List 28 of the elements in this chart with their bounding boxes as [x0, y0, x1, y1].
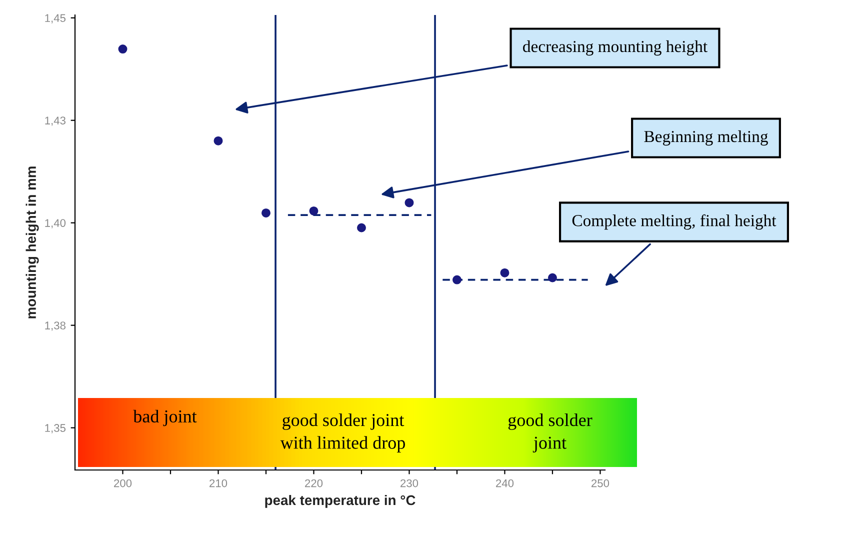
y-tick-label: 1,38	[45, 322, 66, 331]
x-axis-title: peak temperature in °C	[265, 494, 416, 508]
x-tick-label: 200	[114, 479, 132, 488]
point	[118, 44, 128, 54]
point	[500, 268, 510, 278]
annotation: Complete melting, final height	[572, 214, 776, 230]
x-tick-label: 250	[592, 479, 610, 488]
x-tick-label: 210	[210, 479, 228, 488]
x-tick-label: 230	[400, 479, 418, 488]
annotation: good solder joint	[508, 413, 592, 453]
point	[548, 273, 557, 282]
y-tick-label: 1,43	[45, 116, 66, 126]
point	[356, 223, 366, 232]
x-tick-label: 240	[496, 479, 514, 488]
annotation: bad joint	[133, 410, 197, 426]
point	[404, 198, 414, 208]
text: Beginning melting	[644, 130, 768, 146]
y-tick-label: 1,35	[45, 424, 66, 434]
x-tick-label: 220	[305, 479, 323, 488]
y-tick-label: 1,45	[45, 14, 66, 24]
y-tick-label: 1,40	[45, 219, 66, 228]
point	[214, 136, 223, 146]
annotation: good solder joint with limited drop	[280, 413, 405, 453]
point	[261, 208, 270, 218]
point	[452, 275, 462, 284]
y-axis-title: mounting height in mm	[26, 166, 39, 318]
point	[309, 206, 318, 216]
annotation: decreasing mounting height	[523, 40, 708, 56]
